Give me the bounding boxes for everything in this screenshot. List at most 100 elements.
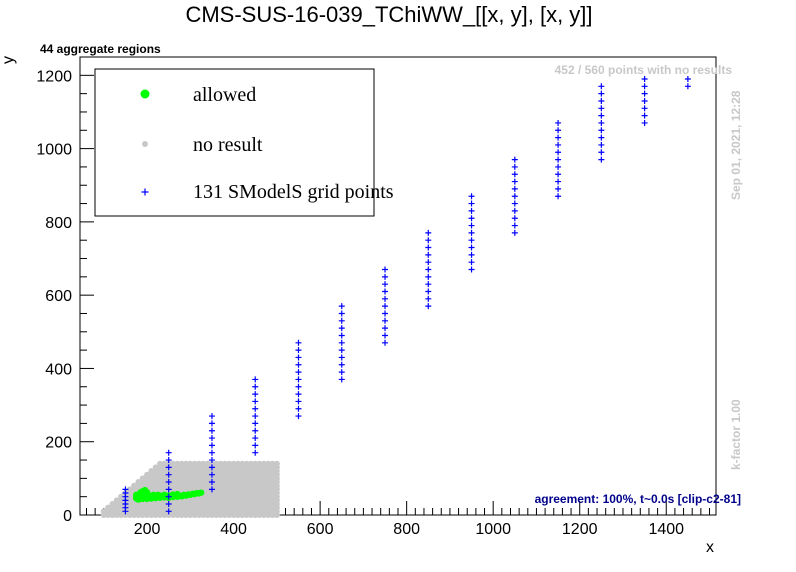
smodels-grid-point <box>208 457 215 464</box>
smodels-grid-point <box>252 376 259 383</box>
smodels-grid-point <box>165 486 172 493</box>
smodels-grid-point <box>555 171 562 178</box>
smodels-grid-point <box>165 479 172 486</box>
no-result-point <box>260 460 267 467</box>
smodels-grid-point <box>295 405 302 412</box>
smodels-grid-point <box>208 435 215 442</box>
smodels-grid-point <box>555 163 562 170</box>
smodels-grid-point <box>641 90 648 97</box>
no-result-point <box>226 460 233 467</box>
no-result-point <box>187 460 194 467</box>
smodels-grid-point <box>382 281 389 288</box>
smodels-grid-point <box>295 413 302 420</box>
smodels-grid-point <box>295 391 302 398</box>
smodels-grid-point <box>338 303 345 310</box>
smodels-grid-point <box>425 259 432 266</box>
smodels-grid-point <box>555 119 562 126</box>
smodels-grid-point <box>208 449 215 456</box>
y-tick-label: 400 <box>45 361 72 378</box>
smodels-grid-point <box>295 361 302 368</box>
smodels-grid-point <box>641 112 648 119</box>
smodels-grid-point <box>598 149 605 156</box>
no-result-point <box>208 460 215 467</box>
no-result-point <box>195 460 202 467</box>
smodels-grid-point <box>468 251 475 258</box>
smodels-grid-point <box>684 75 691 82</box>
no-result-point <box>165 460 172 467</box>
smodels-grid-point <box>295 369 302 376</box>
smodels-grid-point <box>511 163 518 170</box>
smodels-grid-point <box>295 398 302 405</box>
no-result-point <box>126 486 133 493</box>
smodels-grid-point <box>382 266 389 273</box>
x-tick-label: 800 <box>393 521 420 538</box>
smodels-grid-point <box>511 200 518 207</box>
legend-allowed-marker <box>140 89 150 99</box>
smodels-grid-point <box>468 193 475 200</box>
series-smodels-grid <box>122 75 691 515</box>
smodels-grid-point <box>555 185 562 192</box>
smodels-grid-point <box>165 457 172 464</box>
smodels-grid-point <box>425 237 432 244</box>
smodels-grid-point <box>468 229 475 236</box>
smodels-grid-point <box>641 105 648 112</box>
no-result-point <box>131 482 138 489</box>
allowed-point <box>143 489 151 496</box>
smodels-grid-point <box>555 178 562 185</box>
smodels-grid-point <box>555 193 562 200</box>
smodels-grid-point <box>511 171 518 178</box>
no-result-point <box>152 464 159 471</box>
y-tick-label: 200 <box>45 435 72 452</box>
no-result-point <box>273 460 280 467</box>
smodels-grid-point <box>684 83 691 90</box>
smodels-grid-point <box>252 405 259 412</box>
smodels-grid-point <box>468 259 475 266</box>
smodels-grid-point <box>511 222 518 229</box>
x-tick-label: 400 <box>220 521 247 538</box>
smodels-grid-point <box>598 127 605 134</box>
smodels-grid-point <box>425 273 432 280</box>
smodels-grid-point <box>252 391 259 398</box>
smodels-grid-point <box>598 156 605 163</box>
no-result-point <box>139 475 146 482</box>
x-axis-label: x <box>706 539 714 556</box>
smodels-grid-point <box>425 251 432 258</box>
x-tick-label: 1200 <box>562 521 598 538</box>
smodels-grid-point <box>598 90 605 97</box>
smodels-grid-point <box>598 97 605 104</box>
smodels-grid-point <box>252 383 259 390</box>
smodels-grid-point <box>468 222 475 229</box>
smodels-grid-point <box>252 427 259 434</box>
smodels-grid-point <box>338 332 345 339</box>
smodels-grid-point <box>425 295 432 302</box>
y-axis: 0 200 400 600 800 1000 1200 <box>36 56 94 525</box>
no-result-point <box>144 471 151 478</box>
smodels-grid-point <box>165 493 172 500</box>
smodels-grid-point <box>295 376 302 383</box>
no-result-point <box>157 460 164 467</box>
smodels-grid-point <box>122 486 129 493</box>
no-result-point <box>243 460 250 467</box>
smodels-grid-point <box>208 486 215 493</box>
series-no-result <box>100 460 280 518</box>
smodels-grid-point <box>208 442 215 449</box>
legend: allowed no result 131 SModelS grid point… <box>94 68 394 217</box>
smodels-grid-point <box>641 97 648 104</box>
smodels-grid-point <box>425 303 432 310</box>
smodels-grid-point <box>382 310 389 317</box>
no-result-point <box>161 460 168 467</box>
no-result-point <box>204 460 211 467</box>
no-result-point <box>230 460 237 467</box>
smodels-grid-point <box>641 83 648 90</box>
smodels-grid-point <box>208 464 215 471</box>
smodels-grid-point <box>511 156 518 163</box>
smodels-grid-point <box>468 244 475 251</box>
smodels-grid-point <box>252 442 259 449</box>
smodels-grid-point <box>208 479 215 486</box>
smodels-grid-point <box>425 266 432 273</box>
no-result-point <box>100 508 107 515</box>
smodels-grid-point <box>208 413 215 420</box>
no-result-point <box>247 460 254 467</box>
smodels-grid-point <box>511 215 518 222</box>
legend-allowed-label: allowed <box>193 84 256 106</box>
